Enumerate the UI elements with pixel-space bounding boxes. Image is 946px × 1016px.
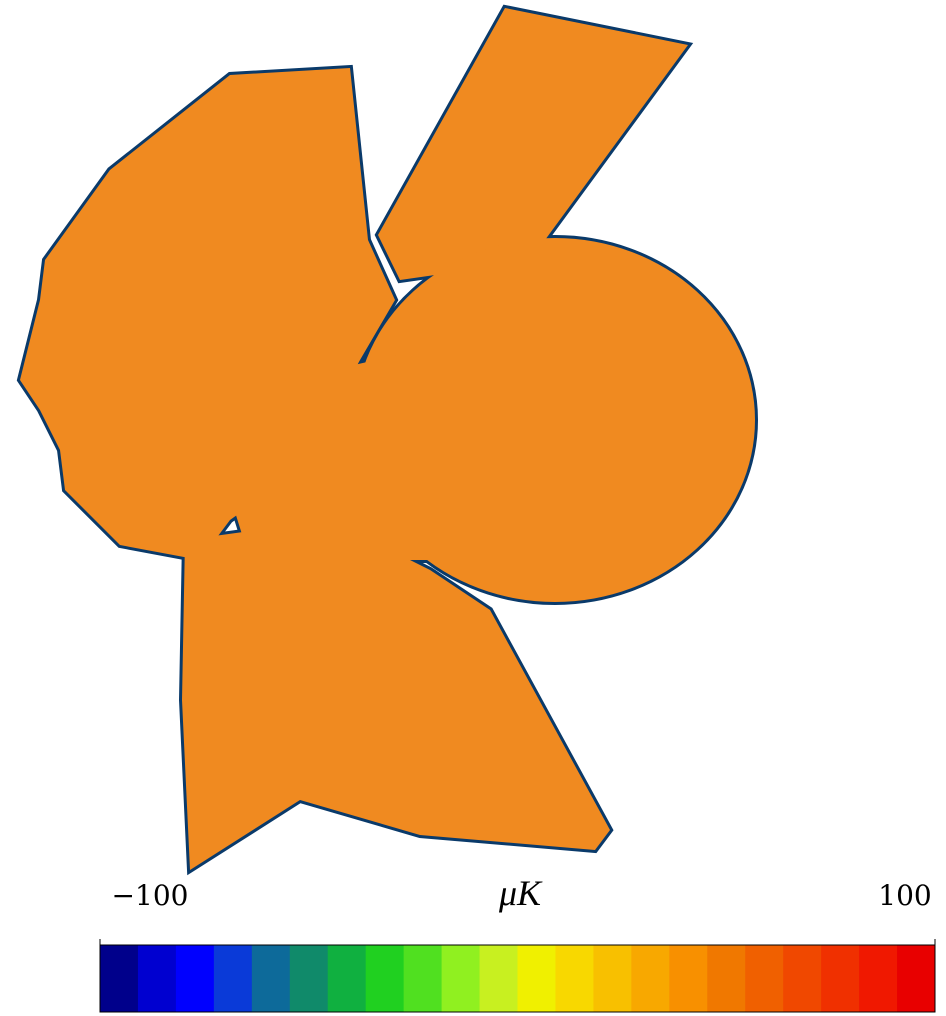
colorbar-step <box>252 945 290 1012</box>
colorbar-step <box>669 945 707 1012</box>
colorbar-step <box>518 945 556 1012</box>
colorbar-step <box>366 945 404 1012</box>
colorbar-max-label: 100 <box>878 879 931 912</box>
colorbar-step <box>290 945 328 1012</box>
colorbar-step <box>480 945 518 1012</box>
colorbar-step <box>176 945 214 1012</box>
colorbar-step <box>100 945 138 1012</box>
colorbar-step <box>328 945 366 1012</box>
colorbar-min-label: −100 <box>112 879 189 912</box>
colorbar-step <box>897 945 935 1012</box>
colorbar-step <box>138 945 176 1012</box>
colorbar-step <box>745 945 783 1012</box>
sky-map <box>20 8 755 870</box>
colorbar-unit: μK <box>498 873 543 913</box>
colorbar-step <box>859 945 897 1012</box>
colorbar-step <box>821 945 859 1012</box>
page: −100 μK 100 (() => { const data = JSON.p… <box>0 0 946 1016</box>
colorbar-step <box>404 945 442 1012</box>
colorbar-step <box>214 945 252 1012</box>
colorbar-step <box>593 945 631 1012</box>
colorbar-step <box>631 945 669 1012</box>
colorbar-step <box>555 945 593 1012</box>
colorbar <box>100 939 936 1012</box>
figure: −100 μK 100 <box>0 0 946 1016</box>
colorbar-step <box>707 945 745 1012</box>
colorbar-step <box>783 945 821 1012</box>
colorbar-step <box>442 945 480 1012</box>
